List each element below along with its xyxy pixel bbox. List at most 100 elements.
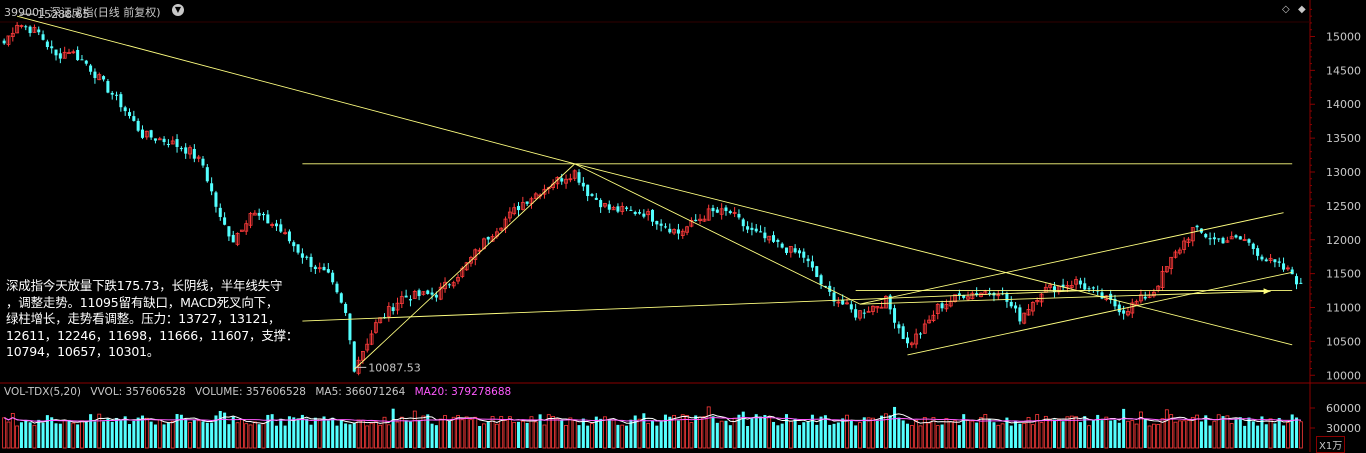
candle-body [944,304,949,310]
trendline-long-down [17,15,575,165]
candle-body [888,295,892,310]
volume-unit-badge[interactable]: X1万 [1316,436,1346,453]
volume-bar [806,421,810,448]
volume-bar [80,420,84,449]
volume-bar [412,410,417,449]
expand-icon[interactable]: ◆ [1298,4,1306,15]
candle-body [1299,282,1303,284]
candle-body [1229,236,1234,240]
volume-bar [823,415,827,448]
candle-body [836,301,841,304]
candle-body [443,281,447,290]
volume-bar [957,425,961,448]
candle-body [1195,225,1199,228]
volume-bar [19,422,23,448]
volume-bar [274,425,278,448]
candle-body [305,256,309,258]
volume-bar [10,412,15,449]
candle-body [616,206,620,212]
price-tick-label: 13000 [1326,166,1361,179]
arrow-line [859,290,1271,305]
high-price-label: 15288.65 [37,8,90,21]
volume-bar [776,425,780,448]
volume-bar [883,413,888,449]
volume-bar [897,417,901,448]
volume-bar [1212,420,1217,449]
volume-bar [67,419,71,448]
volume-bar [1282,425,1286,448]
candle-body [317,267,322,270]
volume-bar [175,414,179,448]
volume-bar [698,416,702,449]
candle-body [663,226,667,228]
candle-body [1221,237,1225,244]
candle-body [1242,239,1247,242]
chevron-down-icon[interactable]: ▼ [172,4,184,16]
candle-body [996,294,1001,297]
candle-body [283,232,288,235]
volume-bar [369,422,374,449]
candle-body [555,176,560,185]
volume-bar [607,420,611,448]
volume-bar [668,416,672,448]
volume-bar [979,417,983,449]
candle-body [931,314,936,321]
volume-bar [1298,421,1303,449]
candle-body [906,337,910,344]
volume-bar [1035,414,1040,449]
candle-body [1100,292,1104,299]
candle-body [680,230,685,236]
volume-bar [451,416,456,449]
volume-bar [931,417,936,449]
candle-body [106,81,110,93]
candle-body [149,130,153,138]
volume-bar [45,415,49,448]
volume-bar [279,418,283,448]
candle-body [719,208,724,215]
volume-bar [140,415,144,448]
volume-bar [1022,422,1027,449]
volume-bar [430,423,434,448]
volume-bar [1204,415,1208,448]
candle-body [780,243,784,248]
candle-body [153,138,157,141]
trendline-down-channel [574,163,1293,346]
volume-bar [909,425,914,449]
trendline-up [353,163,576,370]
volume-bar [1216,414,1221,449]
volume-bar [136,417,140,448]
analysis-line: 深成指今天放量下跌175.73，长阴线，半年线失守 [6,278,283,293]
candle-body [1173,251,1178,258]
candle-body [542,188,547,195]
candle-body [41,34,45,40]
candle-body [1030,302,1035,312]
candle-body [313,266,317,270]
candle-body [274,223,278,227]
volume-bar [58,423,62,448]
candle-body [611,207,616,211]
candle-body [24,26,28,28]
candle-body [741,219,745,227]
candle-body [292,242,296,247]
candle-body [642,213,646,217]
volume-bar [1273,423,1277,448]
volume-bar [309,424,313,448]
volume-bar [1229,423,1234,449]
volume-bar [629,419,633,448]
candle-body [71,51,76,54]
volume-bar [849,420,853,448]
candle-body [1083,283,1087,290]
volume-bar [810,414,814,448]
candle-body [897,324,901,329]
volume-bar [218,410,222,448]
volume-bar [551,416,556,449]
candle-body [832,292,836,302]
volume-bar [119,419,123,448]
volume-bar [205,422,209,448]
diamond-icon[interactable]: ◇ [1282,4,1290,15]
volume-bar [127,424,132,448]
candle-body [1273,259,1277,263]
candle-body [456,277,460,282]
candle-body [192,148,196,159]
